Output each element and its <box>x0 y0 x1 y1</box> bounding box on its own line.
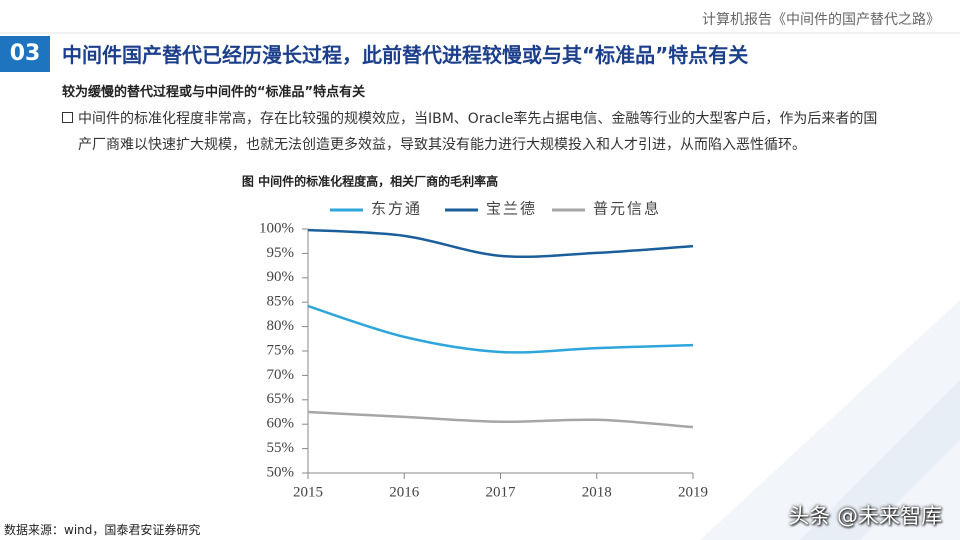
decor <box>800 380 960 540</box>
bullet-line: 产厂商难以快速扩大规模，也就无法创造更多效益，导致其没有能力进行大规模投入和人才… <box>78 137 806 153</box>
subtitle: 较为缓慢的替代过程或与中间件的“标准品”特点有关 <box>62 85 366 100</box>
y-tick-label: 95% <box>267 245 295 261</box>
chart: 图 中间件的标准化程度高，相关厂商的毛利率高 50% 55% 60% 65% 70% 75… <box>242 174 708 501</box>
x-tick-label: 2017 <box>486 484 517 500</box>
y-tick-label: 65% <box>267 391 295 407</box>
y-tick-label: 100% <box>259 220 294 236</box>
bullet-line: 中间件的标准化程度非常高，存在比较强的规模效应，当IBM、Oracle率先占据电… <box>78 111 878 127</box>
legend-label: 宝兰德 <box>486 199 537 217</box>
y-tick-label: 55% <box>267 440 295 456</box>
chart-title: 图 中间件的标准化程度高，相关厂商的毛利率高 <box>242 174 498 189</box>
slide-title: 中间件国产替代已经历漫长过程，此前替代进程较慢或与其“标准品”特点有关 <box>62 43 749 67</box>
y-tick-label: 75% <box>267 342 295 358</box>
legend-label: 普元信息 <box>593 200 661 217</box>
y-tick-label: 90% <box>267 269 295 285</box>
y-tick-label: 70% <box>267 367 295 383</box>
y-tick-label: 80% <box>267 318 295 334</box>
y-tick-label: 50% <box>267 464 295 480</box>
legend-label: 东方通 <box>371 200 422 217</box>
section-number: 03 <box>0 36 50 72</box>
series-line <box>307 228 694 259</box>
y-tick-label: 60% <box>267 416 295 432</box>
source: 数据来源：wind，国泰君安证券研究 <box>4 523 201 537</box>
report-name: 计算机报告《中间件的国产替代之路》 <box>702 12 940 28</box>
y-tick-label: 85% <box>267 294 295 310</box>
x-tick-label: 2018 <box>582 484 612 500</box>
x-tick-label: 2019 <box>678 484 708 500</box>
series-line <box>307 410 694 429</box>
x-tick-label: 2016 <box>389 484 420 500</box>
x-tick-label: 2015 <box>293 484 323 500</box>
bullet-icon <box>62 112 73 123</box>
watermark: 头条 @未来智库 <box>788 504 942 528</box>
series-line <box>307 304 694 354</box>
